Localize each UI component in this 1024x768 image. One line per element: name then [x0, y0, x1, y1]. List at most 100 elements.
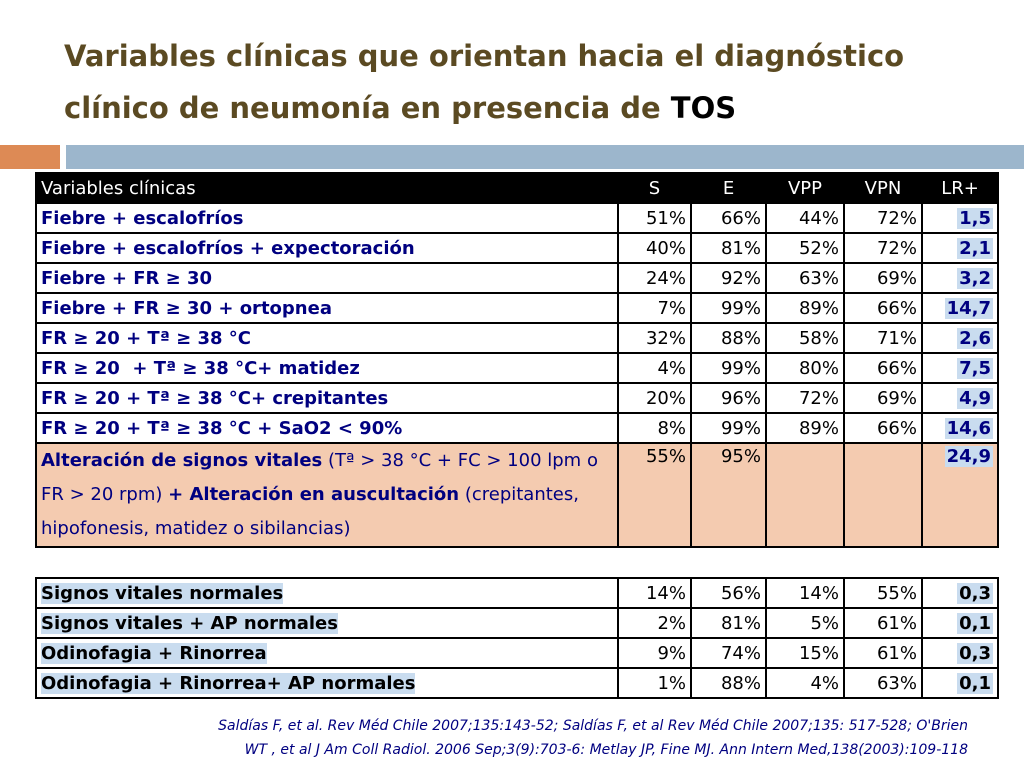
- cell-vpp: 89%: [765, 292, 845, 324]
- cell-e: 81%: [690, 232, 767, 264]
- table-row: FR ≥ 20 + Tª ≥ 38 °C+ matidez 4% 99% 80%…: [35, 352, 999, 384]
- cell-vpn: 61%: [843, 607, 923, 639]
- cell-vpn: [843, 442, 923, 548]
- cell-vpp: [765, 442, 845, 548]
- cell-e: 92%: [690, 262, 767, 294]
- combined-part-2: (Tª > 38 °C + FC > 100 lpm o FR > 20 rpm…: [41, 450, 598, 505]
- cell-lr: 0,3: [921, 577, 999, 609]
- cell-variable: Fiebre + FR ≥ 30: [35, 262, 619, 294]
- header-vpp: VPP: [765, 172, 845, 204]
- cell-variable: Signos vitales + AP normales: [35, 607, 619, 639]
- cell-vpn: 55%: [843, 577, 923, 609]
- cell-variable: Fiebre + FR ≥ 30 + ortopnea: [35, 292, 619, 324]
- lr-value: 7,5: [957, 357, 993, 379]
- table-row: Fiebre + escalofríos + expectoración 40%…: [35, 232, 999, 264]
- combined-part-3: + Alteración en auscultación: [168, 484, 460, 505]
- cell-vpp: 58%: [765, 322, 845, 354]
- cell-e: 66%: [690, 202, 767, 234]
- cell-e: 88%: [690, 322, 767, 354]
- lr-value: 14,6: [944, 417, 993, 439]
- lr-value: 1,5: [957, 207, 993, 229]
- cell-lr: 2,6: [921, 322, 999, 354]
- cell-lr: 14,6: [921, 412, 999, 444]
- cell-variable: Odinofagia + Rinorrea+ AP normales: [35, 667, 619, 699]
- citation-line-2: WT , et al J Am Coll Radiol. 2006 Sep;3(…: [244, 742, 968, 758]
- table-row: Signos vitales + AP normales 2% 81% 5% 6…: [35, 607, 999, 639]
- lr-value: 24,9: [944, 446, 993, 467]
- cell-e: 99%: [690, 412, 767, 444]
- cell-vpp: 15%: [765, 637, 845, 669]
- cell-vpn: 66%: [843, 412, 923, 444]
- cell-lr: 3,2: [921, 262, 999, 294]
- cell-variable: FR ≥ 20 + Tª ≥ 38 °C + SaO2 < 90%: [35, 412, 619, 444]
- variable-label: Signos vitales normales: [41, 582, 284, 604]
- cell-e: 96%: [690, 382, 767, 414]
- cell-lr: 0,1: [921, 667, 999, 699]
- combined-part-4: (crepitantes, hipofonesis, matidez o sib…: [41, 484, 579, 539]
- cell-vpn: 72%: [843, 202, 923, 234]
- table-row-highlight: Alteración de signos vitales (Tª > 38 °C…: [35, 442, 999, 548]
- citation: Saldías F, et al. Rev Méd Chile 2007;135…: [68, 714, 968, 762]
- cell-s: 55%: [617, 442, 692, 548]
- cell-e: 95%: [690, 442, 767, 548]
- cell-lr: 0,3: [921, 637, 999, 669]
- cell-e: 81%: [690, 607, 767, 639]
- cell-vpp: 80%: [765, 352, 845, 384]
- lr-value: 0,3: [957, 582, 993, 604]
- cell-s: 2%: [617, 607, 692, 639]
- cell-lr: 4,9: [921, 382, 999, 414]
- cell-lr: 2,1: [921, 232, 999, 264]
- cell-variable: Odinofagia + Rinorrea: [35, 637, 619, 669]
- cell-variable: Fiebre + escalofríos + expectoración: [35, 232, 619, 264]
- cell-vpn: 71%: [843, 322, 923, 354]
- cell-variable: Signos vitales normales: [35, 577, 619, 609]
- accent-bar-blue: [66, 145, 1024, 169]
- lr-value: 2,6: [957, 327, 993, 349]
- cell-vpn: 66%: [843, 292, 923, 324]
- cell-s: 40%: [617, 232, 692, 264]
- header-variables: Variables clínicas: [35, 172, 619, 204]
- table-row: FR ≥ 20 + Tª ≥ 38 °C + SaO2 < 90% 8% 99%…: [35, 412, 999, 444]
- cell-s: 51%: [617, 202, 692, 234]
- lr-value: 4,9: [957, 387, 993, 409]
- combined-part-1: Alteración de signos vitales: [41, 450, 323, 471]
- cell-lr: 14,7: [921, 292, 999, 324]
- cell-vpn: 69%: [843, 262, 923, 294]
- cell-vpp: 63%: [765, 262, 845, 294]
- header-lr: LR+: [921, 172, 999, 204]
- cell-vpn: 61%: [843, 637, 923, 669]
- cell-variable: Fiebre + escalofríos: [35, 202, 619, 234]
- header-e: E: [690, 172, 767, 204]
- cell-vpn: 66%: [843, 352, 923, 384]
- lr-value: 0,3: [957, 642, 993, 664]
- lr-value: 0,1: [957, 612, 993, 634]
- table-row: Odinofagia + Rinorrea 9% 74% 15% 61% 0,3: [35, 637, 999, 669]
- cell-vpn: 63%: [843, 667, 923, 699]
- table-row: Odinofagia + Rinorrea+ AP normales 1% 88…: [35, 667, 999, 699]
- lr-value: 3,2: [957, 267, 993, 289]
- cell-s: 7%: [617, 292, 692, 324]
- table-row: FR ≥ 20 + Tª ≥ 38 °C 32% 88% 58% 71% 2,6: [35, 322, 999, 354]
- cell-lr: 7,5: [921, 352, 999, 384]
- cell-vpp: 89%: [765, 412, 845, 444]
- normal-signs-table: Signos vitales normales 14% 56% 14% 55% …: [35, 577, 999, 699]
- cell-e: 99%: [690, 292, 767, 324]
- cell-vpp: 52%: [765, 232, 845, 264]
- citation-line-1: Saldías F, et al. Rev Méd Chile 2007;135…: [218, 718, 968, 734]
- table-row: FR ≥ 20 + Tª ≥ 38 °C+ crepitantes 20% 96…: [35, 382, 999, 414]
- cell-variable: FR ≥ 20 + Tª ≥ 38 °C+ crepitantes: [35, 382, 619, 414]
- cell-s: 32%: [617, 322, 692, 354]
- cell-variable: FR ≥ 20 + Tª ≥ 38 °C: [35, 322, 619, 354]
- cell-vpp: 44%: [765, 202, 845, 234]
- cell-variable: FR ≥ 20 + Tª ≥ 38 °C+ matidez: [35, 352, 619, 384]
- table-row: Signos vitales normales 14% 56% 14% 55% …: [35, 577, 999, 609]
- cell-vpn: 69%: [843, 382, 923, 414]
- cell-lr: 24,9: [921, 442, 999, 548]
- lr-value: 14,7: [944, 297, 993, 319]
- cell-vpp: 5%: [765, 607, 845, 639]
- cell-s: 14%: [617, 577, 692, 609]
- cell-vpn: 72%: [843, 232, 923, 264]
- header-vpn: VPN: [843, 172, 923, 204]
- cell-s: 20%: [617, 382, 692, 414]
- title-line-1: Variables clínicas que orientan hacia el…: [64, 39, 905, 73]
